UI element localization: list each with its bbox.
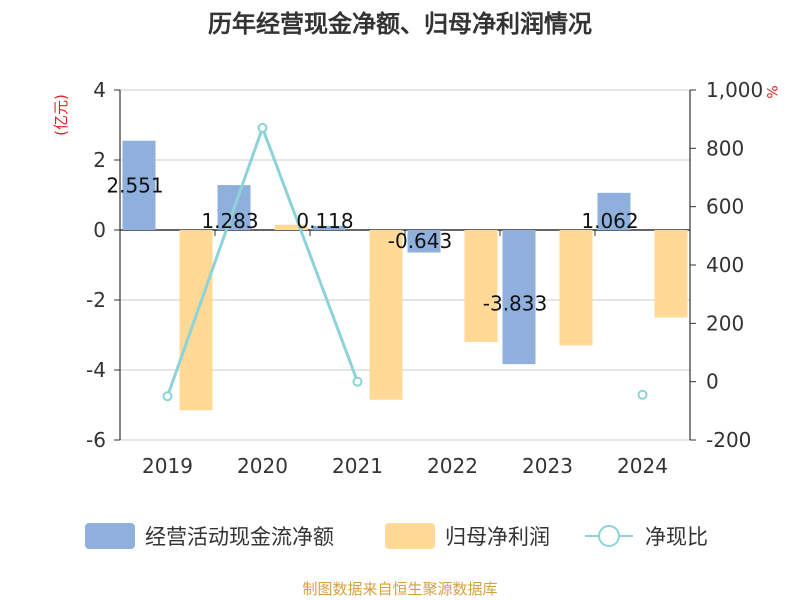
bar-cashflow [502,230,536,365]
legend-label: 净现比 [645,525,708,549]
legend-label: 经营活动现金流净额 [145,525,334,549]
left-tick-label: -4 [86,358,106,382]
legend-swatch-netprofit [385,523,435,549]
bars [122,140,688,411]
right-tick-label: 400 [706,253,744,277]
bar-value-label: 0.118 [296,209,353,233]
bar-netprofit [274,224,308,230]
ratio-line [162,122,648,402]
category-label: 2023 [522,454,573,478]
ratio-point [162,391,173,402]
bar-value-label: 1.283 [201,209,258,233]
bar-value-label: -0.643 [388,229,452,253]
category-label: 2019 [142,454,193,478]
bar-cashflow [312,225,346,230]
ratio-point [637,389,648,400]
bar-cashflow [407,230,441,253]
left-tick-label: 4 [93,78,106,102]
bar-cashflow [597,192,631,230]
bar-netprofit [464,230,498,342]
bar-netprofit [559,230,593,346]
chart-title: 历年经营现金净额、归母净利润情况 [208,10,592,38]
right-tick-label: 1,000 [706,78,763,102]
axes: 4 2 0 -2 -4 -6 1,000 800 600 400 200 0 -200 2019 2020 2… [86,78,763,478]
right-tick-label: -200 [706,428,751,452]
right-axis-unit: % [763,85,779,98]
category-label: 2022 [427,454,478,478]
bar-value-label: -3.833 [483,291,547,315]
right-tick-label: 0 [706,370,719,394]
legend-swatch-cashflow [85,523,135,549]
bar-netprofit [369,230,403,400]
ratio-point [257,122,268,133]
left-axis-unit: (亿元) [52,94,70,136]
right-tick-label: 200 [706,311,744,335]
legend[interactable]: 经营活动现金流净额 归母净利润 净现比 [85,523,708,549]
left-tick-label: -2 [86,288,106,312]
right-tick-label: 800 [706,136,744,160]
source-note: 制图数据来自恒生聚源数据库 [302,580,497,598]
bar-netprofit [654,230,688,318]
bar-value-label: 2.551 [106,174,163,198]
left-tick-label: 0 [93,218,106,242]
left-tick-label: 2 [93,148,106,172]
category-label: 2024 [617,454,668,478]
legend-swatch-marker [598,525,620,547]
bar-cashflow [122,140,156,230]
left-tick-label: -6 [86,428,106,452]
category-label: 2021 [332,454,383,478]
right-tick-label: 600 [706,195,744,219]
category-label: 2020 [237,454,288,478]
data-labels: 2.551 1.283 0.118 -0.643 -3.833 1.062 [106,174,638,316]
legend-label: 归母净利润 [445,525,550,549]
bar-value-label: 1.062 [581,209,638,233]
ratio-point [352,376,363,387]
